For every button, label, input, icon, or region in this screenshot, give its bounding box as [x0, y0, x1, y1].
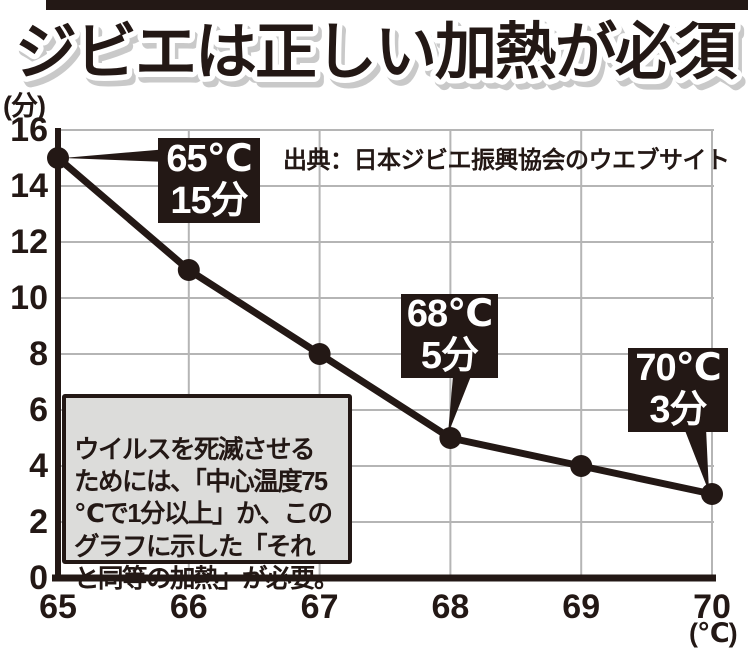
note-text: ウイルスを死滅させる ためには、「中心温度75 ℃で1分以上」か、この グラフに…	[74, 436, 340, 593]
callout-70c-temp: 70℃	[635, 347, 721, 390]
x-tick-label: 70	[693, 588, 731, 626]
headline-banner: ジビエは正しい加熱が必須 ジビエは正しい加熱が必須	[9, 0, 749, 96]
x-tick-label: 69	[562, 588, 600, 626]
callout-65c-temp: 65℃	[166, 137, 252, 180]
note-box: ウイルスを死滅させる ためには、「中心温度75 ℃で1分以上」か、この グラフに…	[62, 394, 352, 593]
callout-wedge	[448, 376, 471, 434]
x-tick-label: 66	[170, 588, 208, 626]
data-line	[54, 154, 716, 498]
data-point	[439, 427, 462, 449]
callout-68c-temp: 68℃	[406, 293, 493, 336]
data-point	[701, 483, 723, 505]
y-tick-label: 4	[29, 447, 48, 485]
page-title: ジビエは正しい加熱が必須	[15, 18, 738, 87]
y-tick-label: 16	[10, 111, 48, 149]
callout-wedge	[684, 428, 709, 492]
y-tick-label: 12	[10, 223, 48, 261]
callout-65c: 65℃ 15分	[158, 138, 260, 223]
source-note: 出典：日本ジビエ振興協会のウエブサイト	[283, 147, 730, 174]
data-point	[570, 455, 593, 477]
y-tick-label: 8	[29, 335, 48, 373]
data-point	[308, 343, 331, 365]
y-tick-label: 10	[10, 279, 48, 317]
y-tick-label: 2	[29, 503, 48, 541]
callout-70c-time: 3分	[649, 389, 707, 431]
y-tick-label: 6	[29, 391, 48, 429]
x-axis-unit-label: (℃)	[689, 618, 738, 648]
callout-68c-time: 5分	[420, 335, 479, 377]
headline-topbar	[46, 0, 748, 10]
callout-65c-time: 15分	[170, 179, 248, 222]
y-tick-label: 0	[29, 559, 48, 597]
callout-70c: 70℃ 3分	[628, 347, 728, 432]
data-point	[177, 259, 200, 281]
x-tick-label: 67	[301, 588, 339, 626]
page-title-shadow: ジビエは正しい加熱が必須	[19, 24, 742, 93]
y-axis-unit-label: (分)	[3, 91, 46, 121]
x-tick-label: 65	[39, 588, 77, 626]
x-tick-label: 68	[431, 588, 469, 626]
callout-wedge	[63, 149, 168, 162]
y-tick-label: 14	[10, 167, 48, 205]
data-point	[47, 147, 69, 169]
callout-68c: 68℃ 5分	[401, 293, 498, 378]
